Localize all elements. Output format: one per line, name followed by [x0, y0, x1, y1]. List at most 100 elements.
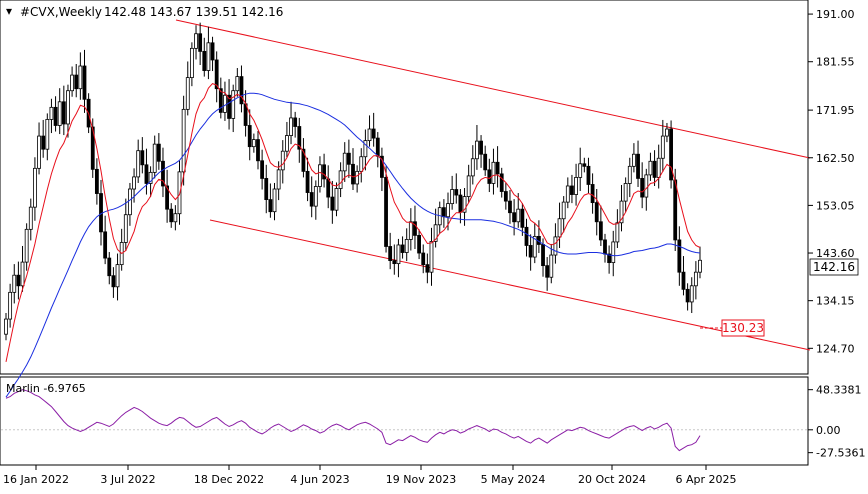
- candle-body: [611, 241, 616, 264]
- time-tick-label: 4 Jun 2023: [290, 473, 349, 486]
- candle-body: [574, 177, 578, 195]
- candle-body: [20, 261, 25, 287]
- candle-body: [318, 164, 322, 187]
- candle-body: [689, 285, 694, 303]
- candle-body: [367, 128, 372, 142]
- candle-body: [396, 244, 401, 265]
- candle-body: [685, 288, 690, 303]
- candle-body: [49, 106, 54, 120]
- candle-body: [541, 244, 545, 267]
- price-panel: [0, 0, 809, 375]
- time-tick-label: 20 Oct 2024: [578, 473, 646, 486]
- candle-body: [681, 271, 686, 290]
- candle-body: [227, 94, 231, 119]
- candle-body: [532, 235, 537, 258]
- candle-body: [652, 160, 657, 178]
- candle-body: [309, 192, 314, 207]
- candle-body: [12, 274, 17, 293]
- candle-body: [173, 213, 178, 223]
- candle-body: [334, 188, 339, 211]
- candle-body: [231, 90, 236, 119]
- candle-body: [677, 239, 682, 273]
- price-tick-label: 191.00: [816, 8, 855, 21]
- candle-body: [313, 186, 318, 207]
- candle-body: [239, 76, 244, 105]
- candle-body: [363, 140, 368, 158]
- price-tick-label: 134.15: [816, 295, 855, 308]
- candle-body: [388, 246, 393, 261]
- candle-body: [115, 264, 120, 288]
- candle-body: [285, 135, 289, 152]
- candle-body: [636, 153, 640, 179]
- candle-body: [94, 168, 99, 194]
- time-tick-label: 19 Nov 2023: [386, 473, 456, 486]
- candle-body: [433, 224, 438, 242]
- candle-body: [198, 33, 203, 52]
- candle-body: [53, 106, 58, 126]
- candle-body: [429, 241, 434, 273]
- candle-body: [565, 185, 570, 203]
- marlin-oscillator-line[interactable]: [5, 389, 701, 452]
- candle-body: [103, 231, 108, 259]
- candle-body: [156, 143, 161, 162]
- candle-body: [66, 90, 70, 125]
- header-dropdown-icon[interactable]: ▾: [6, 4, 12, 18]
- candle-body: [693, 271, 698, 287]
- candle-body: [619, 200, 624, 224]
- candle-body: [169, 208, 174, 223]
- candle-body: [280, 150, 285, 171]
- candle-body: [545, 265, 550, 278]
- candle-body: [322, 164, 326, 180]
- osc-level-label: -27.5361: [816, 447, 865, 460]
- candle-body: [508, 200, 512, 214]
- candle-body: [570, 185, 574, 195]
- candle-body: [235, 76, 240, 92]
- candle-body: [305, 170, 310, 193]
- candle-body: [656, 157, 661, 178]
- moving-averages: [5, 83, 701, 398]
- candle-body: [615, 222, 620, 243]
- candle-body: [528, 245, 533, 258]
- candle-body: [123, 214, 128, 243]
- candle-body: [582, 163, 587, 167]
- candle-body: [74, 74, 79, 90]
- candle-body: [152, 143, 157, 173]
- slow-moving-average-line[interactable]: [5, 92, 701, 398]
- candle-body: [136, 150, 141, 178]
- candle-body: [165, 185, 170, 210]
- candle-body: [70, 74, 74, 92]
- candle-body: [466, 175, 471, 197]
- candle-body: [590, 184, 595, 204]
- candle-body: [408, 221, 413, 240]
- candle-body: [392, 260, 397, 265]
- candle-body: [128, 188, 132, 216]
- candle-body: [375, 137, 380, 157]
- time-tick-label: 6 Apr 2025: [675, 473, 736, 486]
- candle-body: [673, 179, 678, 241]
- candle-body: [194, 33, 198, 49]
- candle-body: [189, 47, 194, 79]
- candle-body: [33, 167, 37, 208]
- candle-body: [520, 208, 525, 228]
- price-tick-label: 143.60: [816, 247, 855, 260]
- candle-body: [185, 77, 190, 110]
- oscillator-label: Marlin -6.9765: [6, 382, 86, 395]
- channel-upper-line[interactable]: [175, 19, 811, 159]
- time-tick-label: 18 Dec 2022: [194, 473, 264, 486]
- candle-body: [57, 101, 62, 126]
- candle-body: [669, 128, 673, 181]
- candle-body: [202, 50, 207, 71]
- current-price-label: 142.16: [813, 260, 855, 274]
- fast-moving-average-line[interactable]: [5, 83, 701, 362]
- candle-body: [458, 194, 463, 213]
- current-price-badge: [809, 258, 859, 276]
- candle-body: [293, 117, 298, 127]
- candle-body: [479, 140, 483, 155]
- candle-body: [223, 94, 227, 113]
- candle-body: [384, 177, 388, 247]
- candle-body: [553, 236, 558, 256]
- candle-body: [512, 212, 517, 223]
- candle-body: [210, 42, 215, 61]
- candle-body: [607, 253, 612, 264]
